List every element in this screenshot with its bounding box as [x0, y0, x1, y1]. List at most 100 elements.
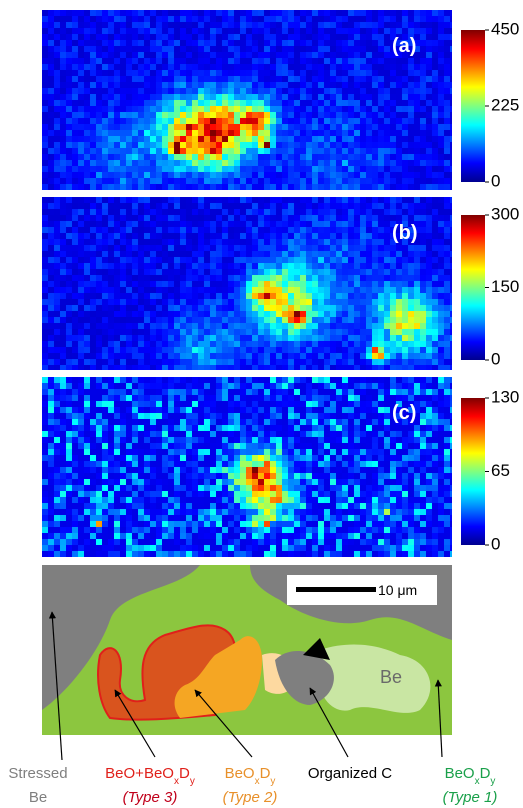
- heatmap-pixel: [378, 323, 384, 329]
- heatmap-pixel: [432, 335, 438, 341]
- heatmap-pixel: [234, 154, 240, 160]
- heatmap-pixel: [348, 437, 354, 443]
- heatmap-pixel: [78, 425, 84, 431]
- heatmap-pixel: [222, 22, 228, 28]
- heatmap-pixel: [282, 178, 288, 184]
- heatmap-pixel: [342, 263, 348, 269]
- heatmap-pixel: [228, 335, 234, 341]
- heatmap-pixel: [192, 317, 198, 323]
- heatmap-pixel: [384, 58, 390, 64]
- heatmap-pixel: [78, 389, 84, 395]
- heatmap-pixel: [240, 281, 246, 287]
- heatmap-pixel: [108, 311, 114, 317]
- heatmap-pixel: [312, 184, 318, 190]
- heatmap-pixel: [192, 130, 198, 136]
- heatmap-pixel: [108, 263, 114, 269]
- heatmap-pixel: [180, 10, 186, 16]
- heatmap-pixel: [288, 293, 294, 299]
- heatmap-pixel: [210, 160, 216, 166]
- heatmap-pixel: [192, 437, 198, 443]
- heatmap-pixel: [450, 341, 452, 347]
- heatmap-pixel: [174, 239, 180, 245]
- heatmap-pixel: [438, 245, 444, 251]
- heatmap-pixel: [90, 455, 96, 461]
- heatmap-pixel: [336, 335, 342, 341]
- heatmap-pixel: [90, 142, 96, 148]
- heatmap-pixel: [72, 401, 78, 407]
- heatmap-pixel: [312, 227, 318, 233]
- heatmap-pixel: [156, 443, 162, 449]
- heatmap-pixel: [396, 118, 402, 124]
- heatmap-pixel: [420, 353, 426, 359]
- heatmap-pixel: [342, 124, 348, 130]
- heatmap-pixel: [54, 341, 60, 347]
- heatmap-pixel: [138, 443, 144, 449]
- heatmap-pixel: [444, 341, 450, 347]
- heatmap-pixel: [246, 329, 252, 335]
- heatmap-pixel: [252, 407, 258, 413]
- heatmap-pixel: [78, 377, 84, 383]
- heatmap-pixel: [114, 257, 120, 263]
- heatmap-pixel: [450, 136, 452, 142]
- heatmap-pixel: [306, 311, 312, 317]
- heatmap-pixel: [126, 28, 132, 34]
- heatmap-pixel: [198, 419, 204, 425]
- heatmap-pixel: [450, 203, 452, 209]
- heatmap-pixel: [258, 383, 264, 389]
- heatmap-pixel: [438, 28, 444, 34]
- heatmap-pixel: [192, 221, 198, 227]
- heatmap-pixel: [174, 365, 180, 370]
- heatmap-pixel: [204, 353, 210, 359]
- heatmap-pixel: [96, 365, 102, 370]
- heatmap-pixel: [300, 287, 306, 293]
- heatmap-pixel: [96, 287, 102, 293]
- heatmap-pixel: [288, 52, 294, 58]
- heatmap-pixel: [312, 419, 318, 425]
- heatmap-pixel: [228, 106, 234, 112]
- heatmap-pixel: [216, 341, 222, 347]
- heatmap-pixel: [102, 257, 108, 263]
- heatmap-pixel: [342, 275, 348, 281]
- heatmap-pixel: [168, 106, 174, 112]
- heatmap-pixel: [270, 377, 276, 383]
- heatmap-pixel: [390, 287, 396, 293]
- heatmap-pixel: [408, 136, 414, 142]
- heatmap-pixel: [324, 437, 330, 443]
- heatmap-pixel: [342, 10, 348, 16]
- heatmap-pixel: [132, 323, 138, 329]
- heatmap-pixel: [132, 154, 138, 160]
- heatmap-pixel: [102, 166, 108, 172]
- heatmap-pixel: [60, 106, 66, 112]
- heatmap-pixel: [438, 46, 444, 52]
- heatmap-pixel: [324, 148, 330, 154]
- heatmap-pixel: [162, 172, 168, 178]
- heatmap-pixel: [312, 209, 318, 215]
- heatmap-pixel: [288, 160, 294, 166]
- heatmap-pixel: [78, 293, 84, 299]
- heatmap-pixel: [84, 233, 90, 239]
- heatmap-pixel: [96, 257, 102, 263]
- heatmap-pixel: [162, 221, 168, 227]
- heatmap-pixel: [264, 142, 270, 148]
- heatmap-pixel: [360, 293, 366, 299]
- heatmap-pixel: [366, 227, 372, 233]
- heatmap-pixel: [444, 239, 450, 245]
- heatmap-pixel: [354, 251, 360, 257]
- heatmap-pixel: [222, 323, 228, 329]
- heatmap-pixel: [354, 172, 360, 178]
- heatmap-pixel: [240, 58, 246, 64]
- heatmap-pixel: [150, 407, 156, 413]
- heatmap-pixel: [330, 443, 336, 449]
- heatmap-pixel: [72, 443, 78, 449]
- heatmap-pixel: [390, 365, 396, 370]
- heatmap-pixel: [72, 221, 78, 227]
- heatmap-pixel: [240, 160, 246, 166]
- heatmap-pixel: [420, 311, 426, 317]
- heatmap-pixel: [420, 209, 426, 215]
- heatmap-pixel: [48, 389, 54, 395]
- heatmap-pixel: [198, 353, 204, 359]
- heatmap-pixel: [84, 413, 90, 419]
- heatmap-pixel: [342, 58, 348, 64]
- heatmap-pixel: [228, 239, 234, 245]
- heatmap-pixel: [366, 407, 372, 413]
